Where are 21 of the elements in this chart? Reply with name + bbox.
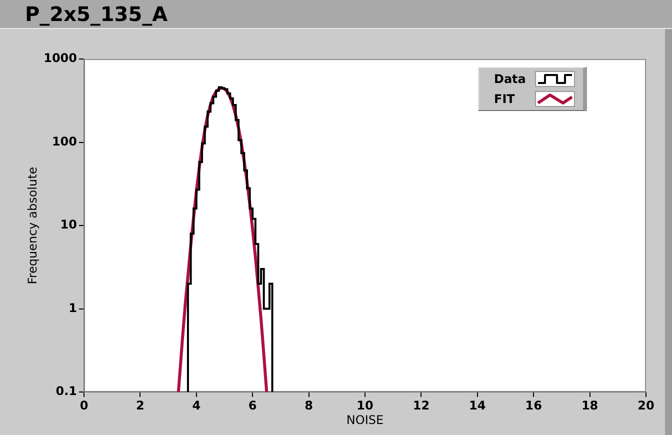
y-tick-label: 1000 [44, 51, 77, 66]
y-tick-label: 0.1 [56, 384, 77, 398]
chart-title: P_2x5_135_A [25, 1, 168, 27]
y-tick-label: 1 [68, 300, 77, 315]
x-tick-label: 12 [412, 398, 430, 412]
x-tick-label: 18 [581, 398, 598, 412]
x-tick-label: 20 [638, 398, 654, 412]
x-tick-label: 6 [248, 398, 257, 412]
y-tick-label: 10 [60, 218, 77, 232]
x-tick-label: 4 [192, 398, 201, 412]
x-tick-label: 2 [136, 398, 144, 412]
y-tick-label: 100 [52, 134, 77, 148]
x-tick-label: 14 [469, 398, 486, 412]
x-axis-title: NOISE [346, 412, 384, 427]
x-tick-label: 10 [356, 398, 374, 412]
y-axis-title: Frequency absolute [25, 166, 40, 284]
x-tick-label: 16 [525, 398, 542, 412]
legend-label: FIT [494, 92, 515, 106]
legend-label: Data [494, 72, 526, 86]
x-tick-label: 8 [304, 398, 313, 412]
x-tick-label: 0 [80, 398, 88, 412]
